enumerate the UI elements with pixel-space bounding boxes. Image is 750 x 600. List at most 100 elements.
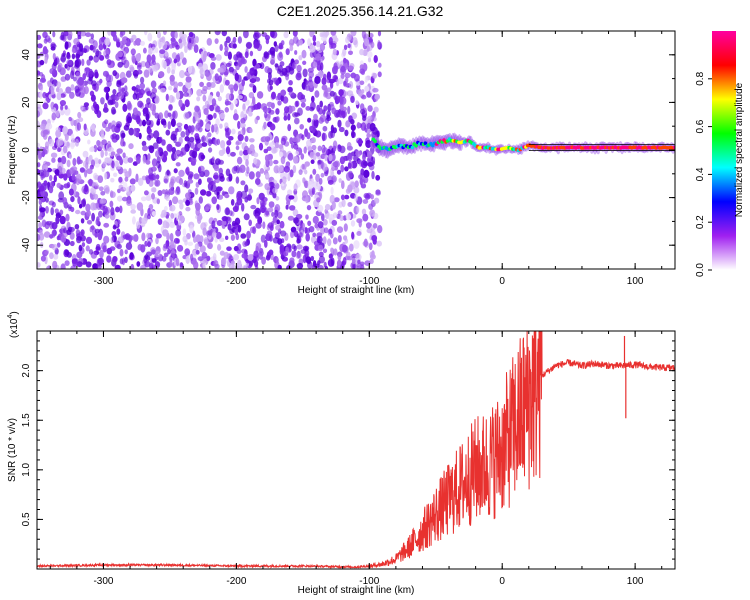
noise-speckle (347, 202, 353, 207)
noise-speckle (274, 209, 279, 218)
noise-speckle (193, 44, 199, 53)
noise-speckle (264, 183, 271, 191)
noise-speckle (367, 57, 372, 63)
noise-speckle (92, 40, 98, 49)
noise-speckle (121, 39, 128, 44)
noise-speckle (264, 66, 270, 73)
noise-speckle (66, 141, 71, 149)
noise-speckle (231, 128, 236, 135)
noise-speckle (187, 179, 194, 184)
noise-speckle (312, 260, 317, 268)
noise-speckle (53, 253, 59, 260)
noise-speckle (159, 49, 166, 55)
noise-speckle (140, 40, 145, 46)
noise-speckle (180, 131, 186, 138)
noise-speckle (126, 199, 133, 206)
noise-speckle (89, 146, 95, 153)
noise-speckle (309, 125, 313, 132)
noise-speckle (324, 266, 328, 269)
noise-speckle (216, 220, 223, 226)
noise-speckle (163, 252, 169, 258)
snr-y-tick-label: 1.0 (21, 462, 32, 476)
noise-speckle (103, 222, 110, 228)
noise-speckle (233, 113, 239, 121)
noise-speckle (289, 257, 295, 264)
noise-speckle (294, 117, 300, 125)
noise-speckle (128, 167, 132, 177)
noise-speckle (128, 127, 134, 136)
noise-speckle (61, 52, 66, 58)
spectrogram-signal-track (371, 132, 675, 159)
noise-speckle (307, 67, 314, 73)
noise-speckle (217, 95, 222, 102)
noise-speckle (76, 236, 83, 241)
track-core (414, 144, 418, 148)
snr-x-label: Height of straight line (km) (298, 585, 415, 596)
noise-speckle (98, 37, 103, 47)
noise-speckle (86, 59, 91, 66)
noise-speckle (67, 31, 73, 39)
noise-speckle (51, 112, 57, 121)
noise-speckle (91, 123, 96, 133)
noise-speckle (171, 130, 178, 138)
noise-speckle (48, 138, 55, 147)
noise-speckle (179, 202, 184, 210)
noise-speckle (348, 65, 354, 71)
noise-speckle (113, 172, 118, 177)
noise-speckle (120, 130, 125, 139)
noise-speckle (199, 69, 206, 77)
noise-speckle (77, 196, 81, 205)
noise-speckle (70, 141, 75, 150)
noise-speckle (219, 44, 223, 51)
noise-speckle (218, 75, 223, 83)
noise-speckle (64, 260, 70, 266)
noise-speckle (263, 121, 267, 130)
noise-speckle (211, 196, 217, 205)
noise-speckle (41, 219, 47, 228)
noise-speckle (222, 147, 226, 155)
noise-speckle (354, 193, 358, 202)
noise-speckle (362, 161, 369, 167)
noise-speckle (167, 121, 172, 130)
noise-speckle (353, 73, 360, 82)
noise-speckle (249, 67, 256, 76)
noise-speckle (51, 222, 58, 230)
spectrogram-y-tick-label: 0 (21, 147, 32, 153)
noise-speckle (122, 152, 126, 158)
noise-speckle (133, 73, 138, 79)
noise-speckle (210, 62, 216, 70)
noise-speckle (71, 173, 76, 181)
noise-speckle (346, 142, 352, 149)
noise-speckle (248, 219, 252, 227)
noise-speckle (235, 63, 240, 71)
noise-speckle (228, 66, 234, 73)
noise-speckle (271, 147, 277, 154)
noise-speckle (274, 142, 279, 149)
noise-speckle (85, 32, 92, 38)
noise-speckle (224, 207, 231, 216)
noise-speckle (74, 64, 80, 69)
noise-speckle (152, 142, 159, 149)
noise-speckle (64, 133, 69, 141)
noise-speckle (308, 76, 313, 83)
noise-speckle (219, 250, 225, 256)
noise-speckle (298, 232, 303, 238)
noise-speckle (206, 72, 212, 81)
noise-speckle (305, 106, 311, 111)
noise-speckle (171, 147, 176, 154)
noise-speckle (285, 246, 290, 254)
noise-speckle (297, 92, 304, 101)
noise-speckle (105, 72, 109, 79)
noise-speckle (83, 86, 89, 95)
noise-speckle (281, 176, 287, 184)
noise-speckle (182, 57, 187, 65)
noise-speckle (352, 37, 358, 46)
colorbar-bar (712, 31, 736, 270)
noise-speckle (176, 238, 180, 244)
noise-speckle (51, 157, 56, 163)
noise-speckle (60, 109, 65, 116)
spectrogram-x-tick-label: 0 (499, 276, 505, 287)
noise-speckle (295, 100, 300, 107)
noise-speckle (189, 173, 193, 179)
noise-speckle (344, 166, 349, 172)
